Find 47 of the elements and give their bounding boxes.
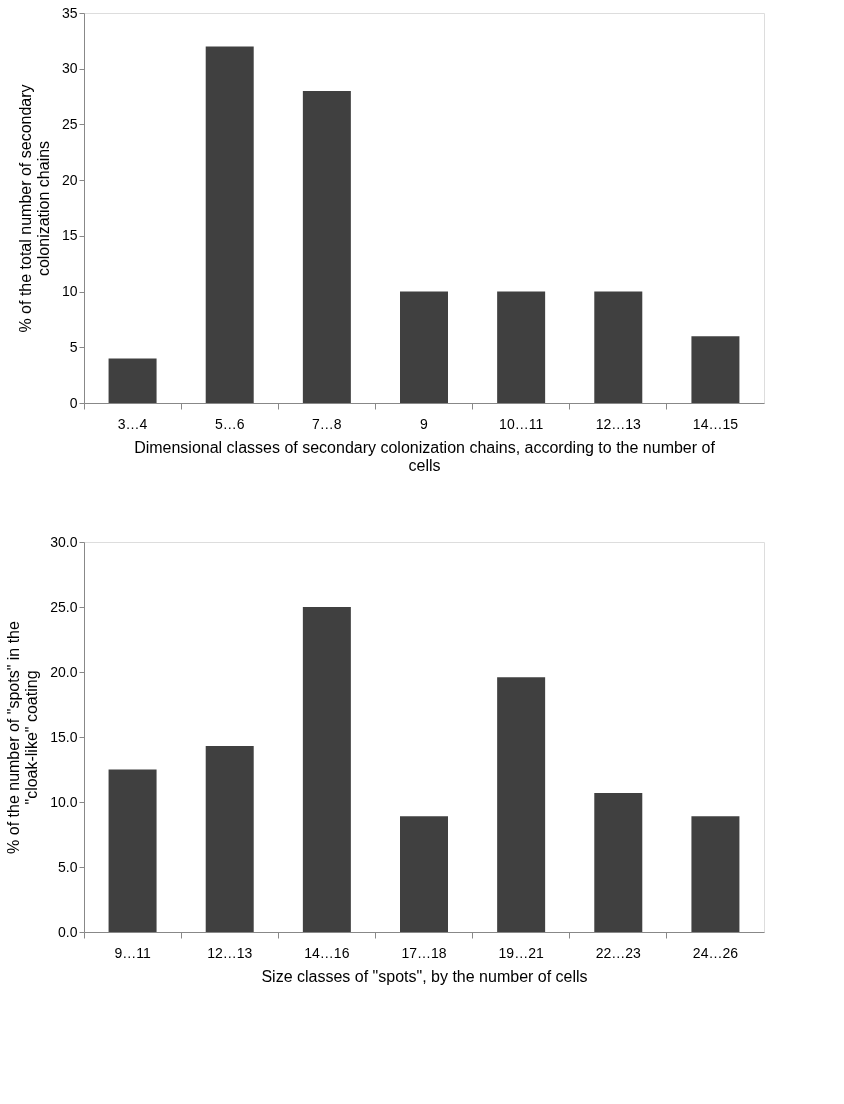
bar bbox=[594, 291, 643, 403]
x-tick-label: 17…18 bbox=[401, 944, 447, 961]
bar bbox=[205, 746, 254, 932]
bar bbox=[108, 358, 157, 403]
y-axis-title: % of the number of "spots" in the "cloak-like" coating bbox=[5, 620, 41, 854]
y-tick-label: 10 bbox=[61, 283, 78, 300]
y-tick-label: 0 bbox=[69, 394, 78, 411]
y-tick-label: 20 bbox=[61, 171, 78, 188]
x-tick-label: 10…11 bbox=[499, 415, 544, 432]
y-tick-label: 5 bbox=[69, 338, 78, 355]
bar bbox=[691, 336, 740, 403]
x-tick-label: 19…21 bbox=[498, 944, 544, 961]
y-tick-label: 20.0 bbox=[50, 663, 78, 680]
y-tick-label: 15 bbox=[61, 227, 78, 244]
x-tick-label: 22…23 bbox=[595, 944, 642, 961]
x-tick-label: 7…8 bbox=[312, 415, 342, 432]
y-tick-label: 30.0 bbox=[50, 533, 78, 550]
y-tick-label: 25 bbox=[61, 115, 78, 132]
y-axis-title: % of the total number of secondary colonization chains bbox=[16, 84, 52, 333]
y-tick-label: 10.0 bbox=[50, 793, 78, 810]
bar bbox=[205, 46, 254, 403]
x-tick-label: 9 bbox=[420, 415, 429, 432]
x-tick-label: 14…15 bbox=[692, 415, 739, 432]
y-tick-label: 0.0 bbox=[58, 923, 78, 940]
x-tick-label: 3…4 bbox=[117, 415, 148, 432]
y-tick-label: 25.0 bbox=[50, 598, 78, 615]
y-tick-label: 15.0 bbox=[50, 728, 78, 745]
x-tick-label: 12…13 bbox=[207, 944, 253, 961]
x-tick-label: 14…16 bbox=[304, 944, 350, 961]
x-tick-label: 24…26 bbox=[692, 944, 739, 961]
bar bbox=[594, 792, 643, 932]
x-axis-title: Size classes of "spots", by the number of cells bbox=[261, 967, 588, 985]
y-tick-label: 35 bbox=[61, 4, 78, 21]
x-tick-label: 5…6 bbox=[214, 415, 245, 432]
x-tick-label: 9…11 bbox=[114, 944, 151, 961]
bar bbox=[302, 607, 351, 932]
x-axis-title: Dimensional classes of secondary colonization chains, according to the number of cells bbox=[134, 438, 716, 474]
y-tick-label: 5.0 bbox=[58, 858, 78, 875]
bar bbox=[108, 769, 157, 932]
bar bbox=[497, 677, 546, 932]
x-tick-label: 12…13 bbox=[595, 415, 642, 432]
y-tick-label: 30 bbox=[61, 60, 78, 77]
bar bbox=[400, 291, 448, 403]
bar bbox=[691, 816, 740, 932]
bar bbox=[302, 91, 351, 403]
bar bbox=[497, 291, 546, 403]
bar bbox=[400, 816, 448, 932]
